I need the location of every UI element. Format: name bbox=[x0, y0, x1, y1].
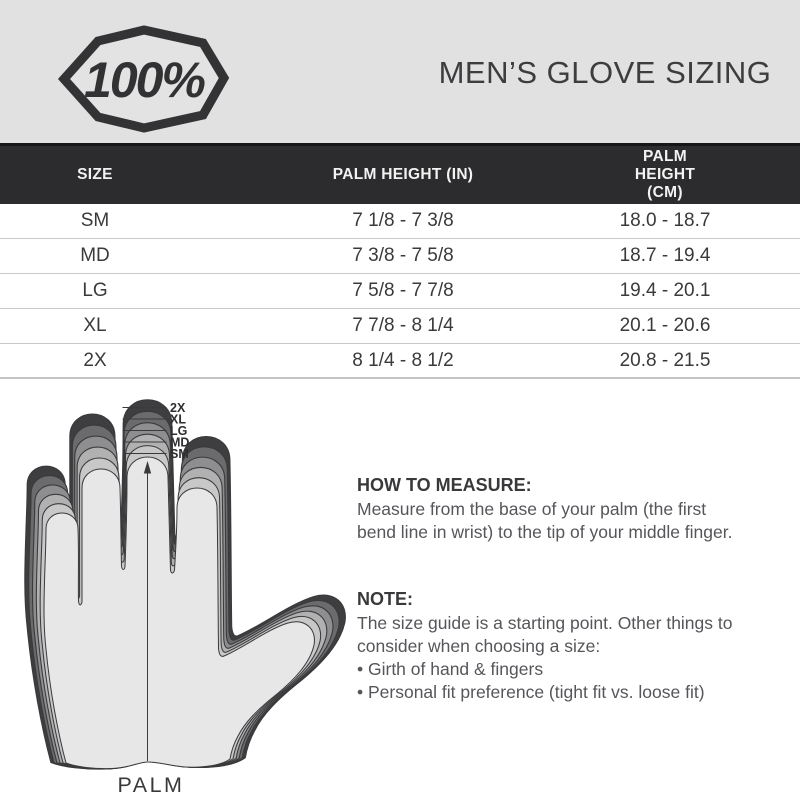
measure-arrow bbox=[143, 461, 152, 761]
cell-palm-in: 7 7/8 - 8 1/4 bbox=[352, 315, 454, 336]
cell-palm-cm: 20.1 - 20.6 bbox=[619, 315, 711, 336]
glove-layer-hand bbox=[43, 456, 315, 770]
measure-text-line: bend line in wrist) to the tip of your m… bbox=[357, 522, 733, 542]
cell-palm-in: 7 5/8 - 7 7/8 bbox=[352, 280, 454, 301]
glove-size-layers bbox=[24, 399, 346, 770]
table-row-sm: SM 7 1/8 - 7 3/8 18.0 - 18.7 bbox=[0, 204, 800, 239]
size-label-md: MD bbox=[170, 436, 189, 450]
table-row-xl: XL 7 7/8 - 8 1/4 20.1 - 20.6 bbox=[0, 309, 800, 344]
table-row-md: MD 7 3/8 - 7 5/8 18.7 - 19.4 bbox=[0, 239, 800, 274]
table-header-row: SIZE PALM HEIGHT (IN) PALM HEIGHT (CM) bbox=[0, 143, 800, 204]
cell-palm-cm: 18.7 - 19.4 bbox=[619, 245, 711, 266]
table-row-2x: 2X 8 1/4 - 8 1/2 20.8 - 21.5 bbox=[0, 344, 800, 379]
note-text-line: The size guide is a starting point. Othe… bbox=[357, 613, 733, 633]
palm-label: PALM bbox=[118, 773, 185, 797]
cell-palm-cm: 18.0 - 18.7 bbox=[619, 210, 711, 231]
header: 100% MEN’S GLOVE SIZING bbox=[0, 0, 800, 143]
how-to-measure-heading: HOW TO MEASURE: bbox=[357, 475, 532, 495]
column-header-size: SIZE bbox=[77, 166, 113, 183]
size-tick-marks: 2X XL LG MD SM bbox=[122, 401, 189, 461]
size-label-xl: XL bbox=[170, 413, 186, 427]
logo-hexagon-icon bbox=[57, 25, 230, 133]
note-text-line: consider when choosing a size: bbox=[357, 636, 601, 656]
cell-size: 2X bbox=[83, 349, 107, 371]
note-bullet-item: • Personal fit preference (tight fit vs.… bbox=[357, 682, 705, 702]
how-to-measure-section: HOW TO MEASURE: Measure from the base of… bbox=[357, 473, 793, 544]
cell-palm-cm: 20.8 - 21.5 bbox=[619, 349, 711, 371]
cell-size: SM bbox=[80, 210, 110, 231]
column-header-palm-height-cm: PALM HEIGHT (CM) bbox=[634, 148, 696, 201]
measure-text-line: Measure from the base of your palm (the … bbox=[357, 499, 707, 519]
note-bullet-item: • Girth of hand & fingers bbox=[357, 659, 544, 679]
size-label-sm: SM bbox=[170, 447, 189, 461]
table-row-lg: LG 7 5/8 - 7 7/8 19.4 - 20.1 bbox=[0, 274, 800, 309]
brand-logo-100-percent: 100% bbox=[57, 25, 230, 133]
cell-palm-cm: 19.4 - 20.1 bbox=[619, 280, 711, 301]
cell-size: MD bbox=[80, 245, 110, 266]
hand-size-diagram: 2X XL LG MD SM PALM bbox=[24, 399, 346, 797]
size-label-lg: LG bbox=[170, 424, 187, 438]
cell-size: LG bbox=[82, 280, 108, 301]
page-title: MEN’S GLOVE SIZING bbox=[438, 55, 772, 90]
column-header-palm-height-in: PALM HEIGHT (IN) bbox=[332, 166, 474, 183]
cell-palm-in: 7 1/8 - 7 3/8 bbox=[352, 210, 454, 231]
cell-palm-in: 8 1/4 - 8 1/2 bbox=[352, 349, 454, 371]
cell-palm-in: 7 3/8 - 7 5/8 bbox=[352, 245, 454, 266]
size-label-2x: 2X bbox=[170, 401, 186, 415]
cell-size: XL bbox=[83, 315, 107, 336]
size-table: SM 7 1/8 - 7 3/8 18.0 - 18.7 MD 7 3/8 - … bbox=[0, 204, 800, 379]
note-heading: NOTE: bbox=[357, 589, 413, 609]
note-section: NOTE: The size guide is a starting point… bbox=[357, 587, 793, 704]
logo-text: 100% bbox=[84, 52, 205, 108]
